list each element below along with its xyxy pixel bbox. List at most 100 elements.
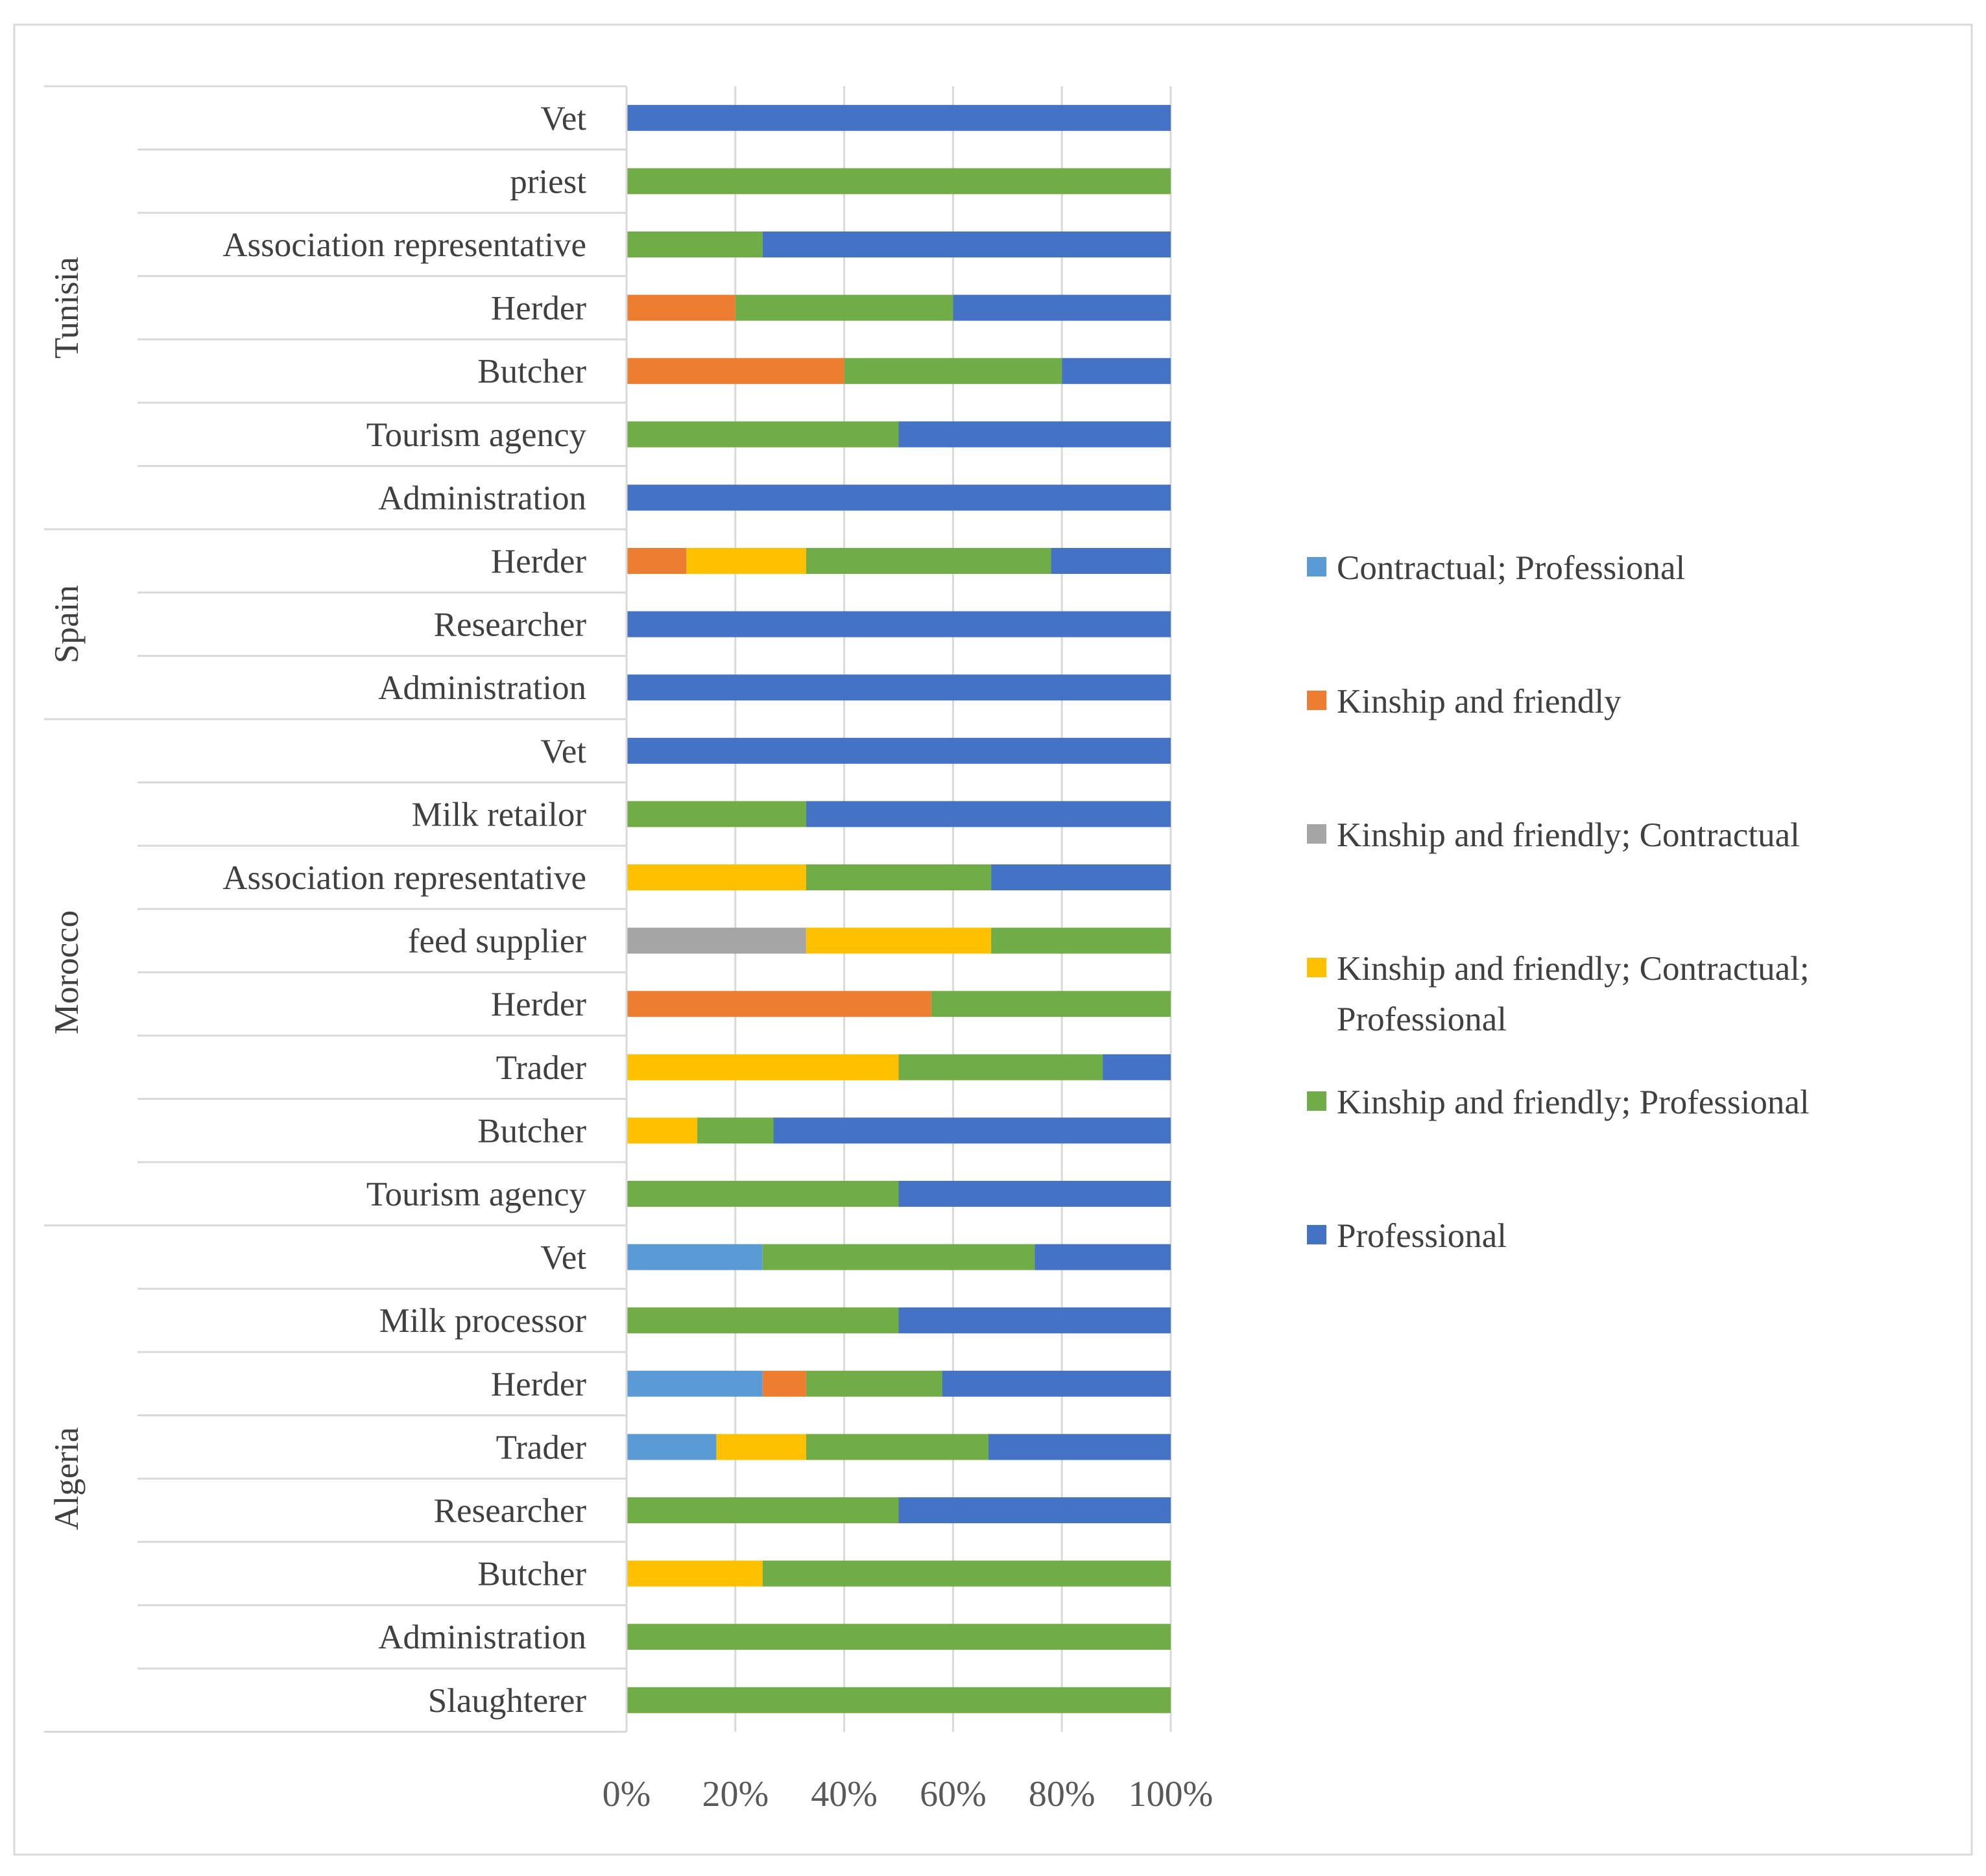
x-tick-label: 0%: [603, 1774, 651, 1814]
category-label: Butcher: [477, 1556, 586, 1593]
legend-swatch: [1307, 824, 1326, 844]
bar-segment-kinship-and-friendly-contractual-professional: [716, 1434, 806, 1460]
x-tick-label: 100%: [1129, 1774, 1214, 1814]
category-label: Butcher: [477, 353, 586, 390]
legend: Contractual; Professional Kinship and fri…: [1307, 549, 1810, 1255]
category-label: Milk retailor: [412, 796, 587, 833]
category-label: feed supplier: [408, 923, 587, 960]
bar-segment-kinship-and-friendly: [627, 991, 931, 1017]
bar-segment-contractual-professional: [627, 1370, 763, 1397]
bar-segment-contractual-professional: [627, 1244, 763, 1270]
group-label: Spain: [48, 585, 86, 663]
bar-segment-professional: [988, 1434, 1171, 1460]
bar-segment-professional: [806, 801, 1171, 827]
category-label: Herder: [491, 1366, 586, 1403]
category-axis: Vet priest Association representative Herde…: [44, 85, 628, 1733]
bar-segment-professional: [942, 1370, 1171, 1397]
category-label: Tourism agency: [366, 416, 587, 454]
bar-segment-kinship-and-friendly-contractual-professional: [627, 1560, 763, 1587]
category-label: Slaughterer: [428, 1682, 587, 1720]
bar-segment-kinship-and-friendly: [627, 548, 687, 574]
legend-swatch: [1307, 958, 1326, 977]
category-label: Butcher: [477, 1112, 586, 1150]
bar-segment-kinship-and-friendly-professional: [627, 1624, 1171, 1650]
bar-segment-kinship-and-friendly-professional: [627, 1687, 1171, 1713]
bar-segment-kinship-and-friendly-professional: [627, 232, 763, 257]
category-label: Researcher: [434, 1492, 587, 1530]
bar-segment-kinship-and-friendly-professional: [762, 1244, 1035, 1270]
category-label: Administration: [378, 669, 586, 707]
x-tick-label: 20%: [702, 1774, 769, 1814]
bar-segment-professional: [898, 1181, 1171, 1207]
bar-segment-kinship-and-friendly-professional: [697, 1117, 774, 1144]
bar-segment-contractual-professional: [627, 1434, 717, 1460]
x-axis-ticks: 0% 20% 40% 60% 80% 100%: [603, 1774, 1214, 1814]
bar-segment-kinship-and-friendly-contractual-professional: [627, 864, 806, 890]
legend-label: Kinship and friendly: [1337, 683, 1621, 720]
bar-segment-kinship-and-friendly-professional: [844, 358, 1062, 385]
category-label: Administration: [378, 1619, 586, 1656]
category-label: Tourism agency: [366, 1176, 587, 1213]
legend-label: Kinship and friendly; Contractual; Profes…: [1337, 950, 1810, 1038]
category-label: Trader: [496, 1429, 587, 1466]
bar-segment-kinship-and-friendly-professional: [806, 548, 1051, 574]
bar-segment-kinship-and-friendly-professional: [806, 1370, 942, 1397]
bar-segment-kinship-and-friendly-professional: [627, 801, 806, 827]
bar-segment-kinship-and-friendly-professional: [627, 1497, 899, 1523]
bar-segment-kinship-and-friendly: [627, 294, 736, 321]
bar-segment-kinship-and-friendly-professional: [991, 927, 1171, 954]
category-label: priest: [510, 163, 586, 200]
bar-segment-professional: [627, 674, 1171, 701]
category-label: Association representative: [222, 226, 586, 264]
x-tick-label: 40%: [811, 1774, 878, 1814]
bar-segment-kinship-and-friendly-professional: [627, 1307, 899, 1334]
bar-segment-kinship-and-friendly-professional: [762, 1560, 1171, 1587]
bar-segment-kinship-and-friendly-professional: [931, 991, 1171, 1017]
category-label: Association representative: [222, 859, 586, 897]
bar-segment-kinship-and-friendly: [627, 358, 844, 385]
bar-segment-kinship-and-friendly-professional: [735, 294, 953, 321]
group-label: Morocco: [48, 910, 86, 1034]
bar-segment-kinship-and-friendly-contractual-professional: [686, 548, 806, 574]
category-label: Trader: [496, 1049, 587, 1087]
category-label: Vet: [540, 733, 586, 770]
bar-segment-professional: [1062, 358, 1171, 385]
bar-segment-professional: [953, 294, 1171, 321]
bar-segment-kinship-and-friendly-professional: [627, 421, 899, 447]
legend-swatch: [1307, 557, 1326, 576]
bar-segment-kinship-and-friendly-professional: [806, 864, 992, 890]
bar-segment-professional: [773, 1117, 1171, 1144]
bar-segment-professional: [627, 484, 1171, 511]
bar-segment-kinship-and-friendly-contractual-professional: [627, 1054, 899, 1080]
legend-label: Professional: [1337, 1217, 1507, 1255]
bar-segment-professional: [898, 1497, 1171, 1523]
category-label: Herder: [491, 543, 586, 580]
legend-label: Kinship and friendly; Professional: [1337, 1084, 1810, 1121]
category-label: Vet: [540, 100, 586, 137]
bar-segment-professional: [762, 232, 1171, 257]
bars: [627, 104, 1171, 1713]
bar-segment-kinship-and-friendly-contractual-professional: [806, 927, 992, 954]
legend-label: Kinship and friendly; Contractual: [1337, 816, 1800, 854]
bar-segment-professional: [898, 1307, 1171, 1334]
group-label: Tunisia: [48, 257, 86, 359]
bar-segment-kinship-and-friendly-professional: [627, 168, 1171, 195]
category-label: Administration: [378, 479, 586, 517]
legend-label: Contractual; Professional: [1337, 549, 1685, 587]
group-label: Algeria: [48, 1427, 86, 1530]
category-label: Milk processor: [379, 1302, 587, 1340]
bar-segment-professional: [627, 737, 1171, 764]
bar-segment-professional: [1035, 1244, 1171, 1270]
legend-swatch: [1307, 1091, 1326, 1111]
bar-segment-professional: [1103, 1054, 1171, 1080]
category-label: Herder: [491, 986, 586, 1023]
bar-segment-kinship-and-friendly-professional: [806, 1434, 988, 1460]
bar-segment-kinship-and-friendly-professional: [898, 1054, 1103, 1080]
category-label: Researcher: [434, 606, 587, 644]
category-label: Vet: [540, 1239, 586, 1277]
legend-swatch: [1307, 691, 1326, 710]
x-tick-label: 60%: [920, 1774, 987, 1814]
bar-segment-kinship-and-friendly-contractual: [627, 927, 806, 954]
